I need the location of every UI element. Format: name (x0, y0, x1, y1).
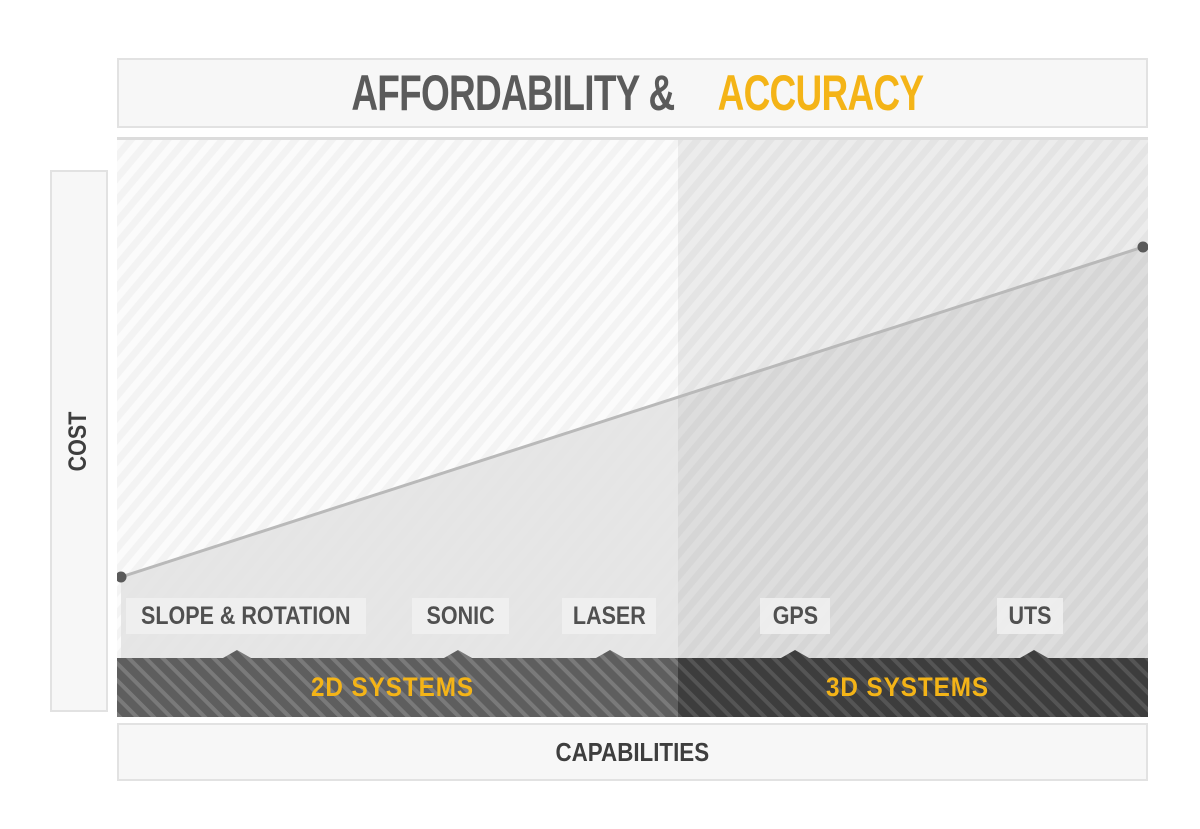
band-3d-systems (678, 650, 1148, 717)
band-2d-systems (117, 650, 678, 717)
category-label-laser: LASER (562, 598, 656, 634)
end-point (1137, 241, 1148, 253)
title-part-accuracy: ACCURACY (717, 65, 924, 121)
category-label-uts: UTS (997, 598, 1063, 634)
x-axis-label: CAPABILITIES (555, 736, 710, 767)
y-axis-label: COST (64, 411, 93, 471)
category-label-gps: GPS (760, 598, 830, 634)
title-part-affordability: AFFORDABILITY & (351, 65, 675, 121)
group-label-2d-systems: 2D SYSTEMS (311, 672, 474, 702)
category-label-slope-rotation: SLOPE & ROTATION (126, 598, 366, 634)
group-label-3d-systems: 3D SYSTEMS (826, 672, 989, 702)
chart-title: AFFORDABILITY & ACCURACY (117, 58, 1148, 128)
x-axis-label-box: CAPABILITIES (117, 723, 1148, 781)
trend-line (120, 245, 1144, 579)
start-point (117, 571, 127, 583)
category-label-sonic: SONIC (412, 598, 509, 634)
y-axis-label-box: COST (50, 170, 108, 712)
